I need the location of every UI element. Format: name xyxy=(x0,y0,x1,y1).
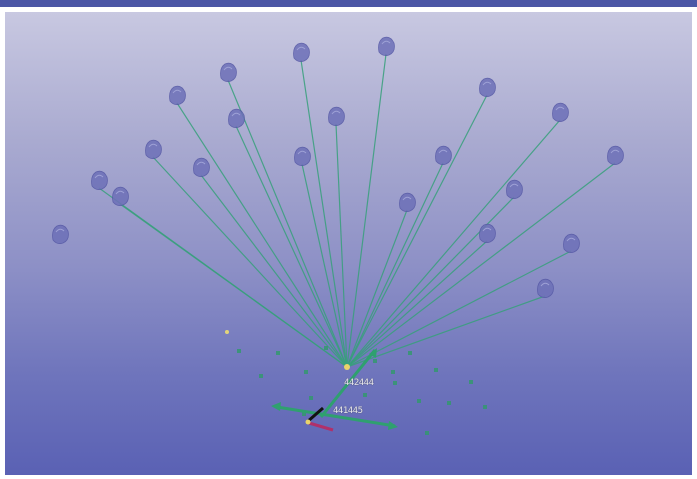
sensor-node-icon[interactable] xyxy=(552,102,569,122)
gizmo-x-axis[interactable] xyxy=(276,405,396,428)
gizmo-x-arrow-end-icon[interactable] xyxy=(388,421,398,430)
sensor-node-icon[interactable] xyxy=(479,77,496,97)
ray-line xyxy=(346,240,488,368)
sensor-node-icon[interactable] xyxy=(293,42,310,62)
grid-point xyxy=(447,401,451,405)
ray-line xyxy=(119,203,348,368)
grid-point xyxy=(237,349,241,353)
sensor-node-icon[interactable] xyxy=(435,145,452,165)
ray-line xyxy=(335,123,348,368)
grid-point xyxy=(259,374,263,378)
sensor-node-icon[interactable] xyxy=(563,233,580,253)
sensor-node-group xyxy=(52,36,624,298)
sensor-node-icon[interactable] xyxy=(220,62,237,82)
ray-line xyxy=(346,250,572,368)
grid-point xyxy=(324,346,328,350)
origin-readout: 442444 xyxy=(344,378,374,388)
scene-canvas[interactable] xyxy=(5,12,692,475)
grid-point xyxy=(276,351,280,355)
sensor-node-icon[interactable] xyxy=(328,106,345,126)
grid-point xyxy=(373,359,377,363)
gizmo-black-axis[interactable] xyxy=(306,406,324,424)
ray-line xyxy=(176,102,348,368)
transform-gizmo[interactable] xyxy=(225,330,398,432)
ray-line xyxy=(346,119,561,368)
sensor-node-icon[interactable] xyxy=(607,145,624,165)
probe-marker[interactable] xyxy=(225,330,229,334)
sensor-node-icon[interactable] xyxy=(378,36,395,56)
grid-point xyxy=(304,370,308,374)
ray-line xyxy=(200,174,348,368)
sensor-node-icon[interactable] xyxy=(112,186,129,206)
grid-point xyxy=(391,370,395,374)
ray-line xyxy=(346,162,616,368)
grid-point xyxy=(393,381,397,385)
sensor-node-icon[interactable] xyxy=(169,85,186,105)
ray-line xyxy=(346,162,444,368)
ray-line xyxy=(152,156,348,368)
ray-line xyxy=(346,295,546,368)
sensor-node-icon[interactable] xyxy=(537,278,554,298)
sensor-node-icon[interactable] xyxy=(193,157,210,177)
grid-point xyxy=(302,412,306,416)
grid-point xyxy=(309,396,313,400)
ray-line xyxy=(346,196,515,368)
sensor-node-icon[interactable] xyxy=(479,223,496,243)
ray-line xyxy=(301,163,348,368)
ray-line xyxy=(346,94,488,368)
ray-line xyxy=(235,125,348,368)
gizmo-y-axis[interactable] xyxy=(319,349,377,418)
origin-marker[interactable] xyxy=(344,364,350,370)
ray-group xyxy=(98,53,616,368)
gizmo-pivot[interactable] xyxy=(305,419,311,425)
ground-grid xyxy=(237,346,487,435)
window-title-bar xyxy=(0,0,697,7)
sensor-node-icon[interactable] xyxy=(91,170,108,190)
gizmo-y-arrow-icon[interactable] xyxy=(369,348,377,358)
grid-point xyxy=(434,368,438,372)
ray-line xyxy=(346,53,387,368)
grid-point xyxy=(363,393,367,397)
sensor-node-icon[interactable] xyxy=(145,139,162,159)
sensor-node-icon[interactable] xyxy=(52,224,69,244)
grid-point xyxy=(469,380,473,384)
grid-point xyxy=(417,399,421,403)
ray-line xyxy=(300,59,348,368)
ray-line xyxy=(227,79,348,368)
gizmo-readout: 441445 xyxy=(333,406,363,416)
grid-point xyxy=(425,431,429,435)
gizmo-x-arrow-icon[interactable] xyxy=(271,402,281,411)
sensor-node-icon[interactable] xyxy=(506,179,523,199)
grid-point xyxy=(483,405,487,409)
3d-viewport[interactable]: 442444 441445 xyxy=(5,12,692,475)
sensor-node-icon[interactable] xyxy=(228,108,245,128)
grid-point xyxy=(408,351,412,355)
sensor-node-icon[interactable] xyxy=(399,192,416,212)
gizmo-red-axis[interactable] xyxy=(308,421,334,432)
ray-line xyxy=(346,209,408,368)
sensor-node-icon[interactable] xyxy=(294,146,311,166)
